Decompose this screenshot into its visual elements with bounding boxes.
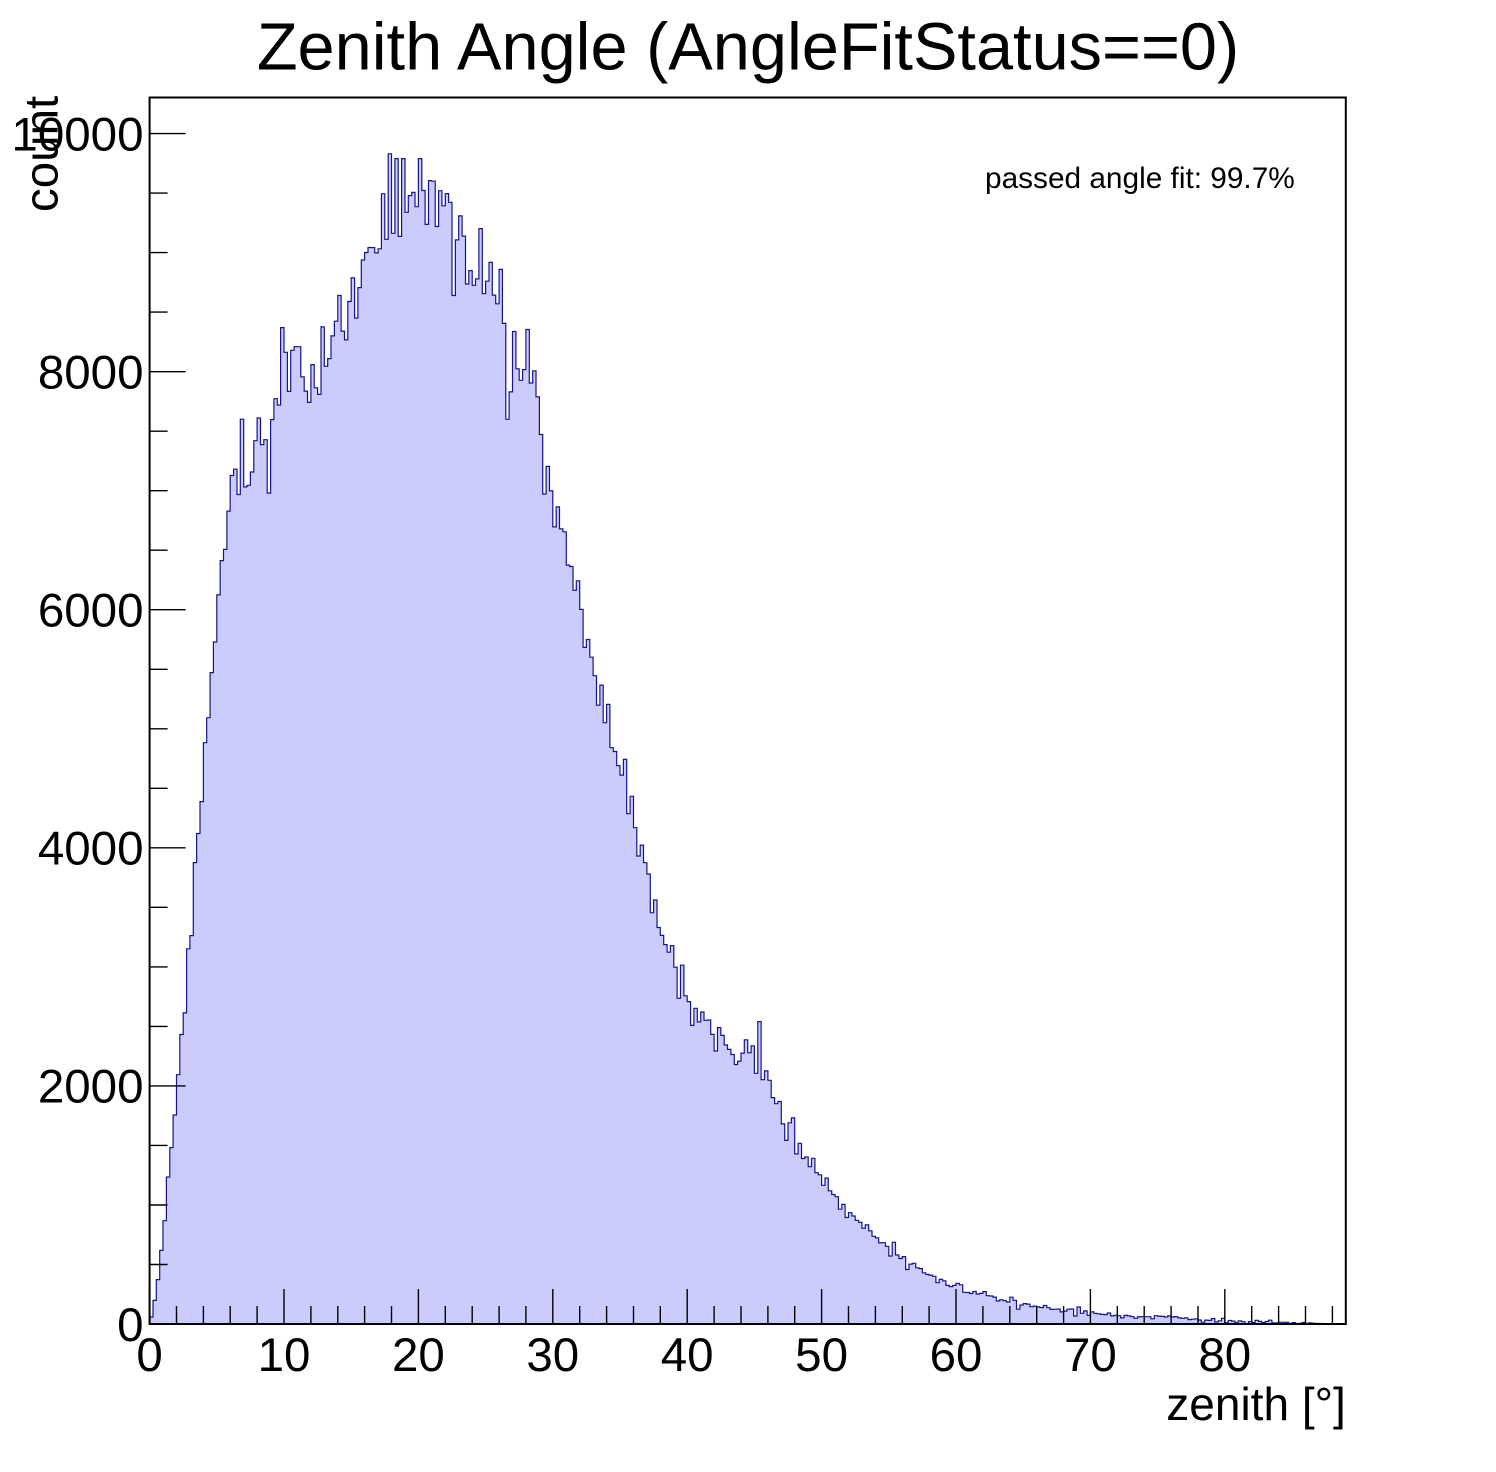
svg-text:2000: 2000 <box>38 1061 144 1114</box>
svg-text:Zenith Angle (AngleFitStatus==: Zenith Angle (AngleFitStatus==0) <box>257 11 1239 85</box>
svg-text:passed angle fit: 99.7%: passed angle fit: 99.7% <box>985 162 1295 195</box>
svg-text:0: 0 <box>117 1299 143 1352</box>
svg-text:60: 60 <box>930 1329 983 1382</box>
svg-text:8000: 8000 <box>38 347 144 400</box>
svg-text:zenith [°]: zenith [°] <box>1166 1378 1346 1430</box>
svg-text:10000: 10000 <box>11 108 143 161</box>
svg-text:70: 70 <box>1064 1329 1117 1382</box>
svg-text:0: 0 <box>136 1329 162 1382</box>
svg-text:30: 30 <box>526 1329 579 1382</box>
svg-text:10: 10 <box>258 1329 311 1382</box>
svg-text:50: 50 <box>795 1329 848 1382</box>
svg-text:6000: 6000 <box>38 585 144 638</box>
svg-text:count: count <box>16 96 69 212</box>
svg-text:20: 20 <box>392 1329 445 1382</box>
svg-text:40: 40 <box>661 1329 714 1382</box>
svg-text:80: 80 <box>1198 1329 1251 1382</box>
svg-text:4000: 4000 <box>38 823 144 876</box>
